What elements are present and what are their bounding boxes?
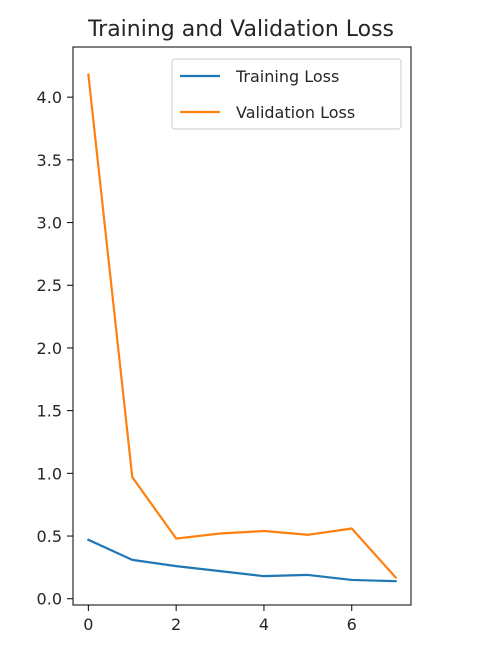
y-tick-label: 3.5 — [37, 151, 62, 170]
y-tick-label: 1.0 — [37, 464, 62, 483]
y-tick-label: 3.0 — [37, 214, 62, 233]
x-tick-label: 0 — [83, 615, 93, 634]
validation-loss-line — [87, 73, 398, 579]
plot-area: 0 2 4 6 0.0 0.5 1.0 1.5 2.0 2.5 3.0 3.5 4.0 — [37, 46, 412, 634]
x-tick-label: 6 — [347, 615, 357, 634]
legend-box — [171, 58, 402, 130]
legend-label-training-loss: Training Loss — [235, 67, 339, 86]
y-tick-label: 2.0 — [37, 339, 62, 358]
axes-frame — [72, 46, 412, 606]
y-tick-label: 2.5 — [37, 276, 62, 295]
legend-label-validation-loss: Validation Loss — [236, 103, 355, 122]
legend: Training Loss Validation Loss — [171, 58, 402, 130]
y-tick-label: 0.5 — [37, 527, 62, 546]
chart-title: Training and Validation Loss — [87, 17, 394, 42]
y-tick-label: 4.0 — [37, 88, 62, 107]
training-loss-line — [86, 538, 397, 583]
x-tick-label: 2 — [171, 615, 181, 634]
y-tick-label: 1.5 — [37, 402, 62, 421]
x-tick-label: 4 — [259, 615, 269, 634]
y-tick-label: 0.0 — [37, 590, 62, 609]
